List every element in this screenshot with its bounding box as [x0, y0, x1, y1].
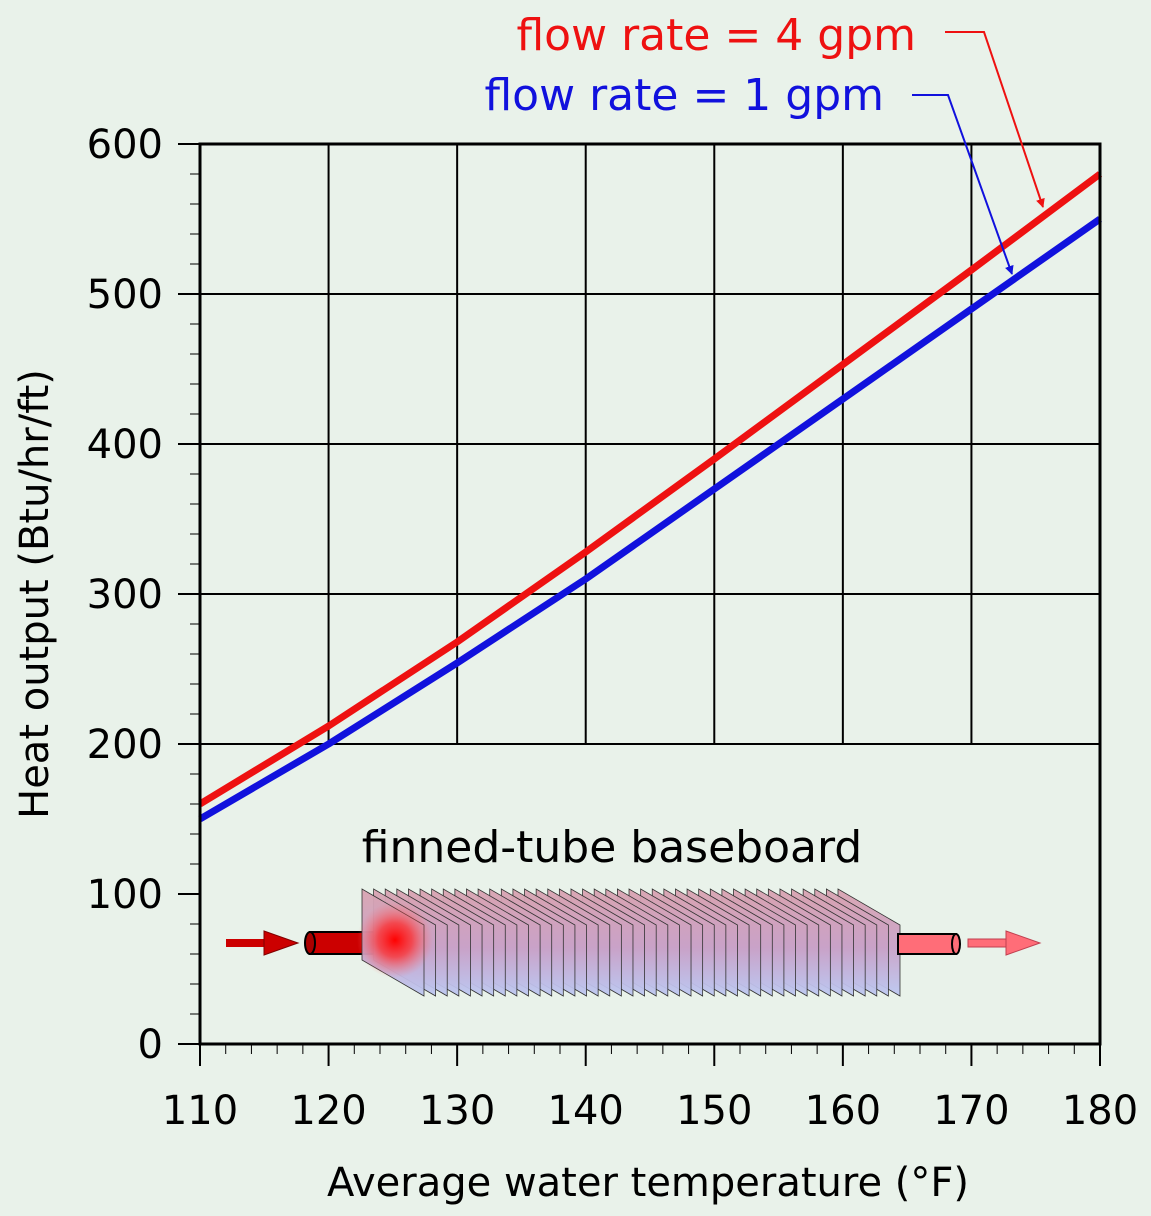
y-tick-300: 300: [87, 572, 163, 618]
fins: [361, 888, 901, 997]
y-tick-500: 500: [87, 272, 163, 318]
x-tick-150: 150: [676, 1088, 752, 1134]
y-tick-100: 100: [87, 872, 163, 918]
x-axis-label: Average water temperature (°F): [327, 1160, 969, 1206]
x-tick-110: 110: [162, 1088, 238, 1134]
x-tick-120: 120: [290, 1088, 366, 1134]
series-line-0: [198, 171, 1103, 807]
leader-arrow-1gpm: [912, 94, 1014, 275]
y-tick-400: 400: [87, 422, 163, 468]
x-tick-130: 130: [419, 1088, 495, 1134]
legend-1gpm: flow rate = 1 gpm: [484, 70, 884, 121]
baseboard-illustration: finned-tube baseboard: [226, 822, 1042, 997]
outlet-pipe: [897, 933, 961, 955]
baseboard-label: finned-tube baseboard: [362, 822, 862, 873]
grid-lines: [200, 144, 1100, 745]
y-axis-label: Heat output (Btu/hr/ft): [12, 369, 58, 819]
plot-frame: [198, 142, 1102, 1046]
inlet-arrow: [226, 930, 300, 956]
x-tick-140: 140: [548, 1088, 624, 1134]
series-line-1: [198, 216, 1103, 823]
y-tick-600: 600: [87, 122, 163, 168]
y-tick-0: 0: [138, 1022, 163, 1068]
hot-glow: [357, 902, 433, 978]
outlet-arrow: [967, 930, 1042, 956]
legend-4gpm: flow rate = 4 gpm: [516, 10, 916, 61]
series-layer: [198, 171, 1103, 823]
x-tick-labels: 110 120 130 140 150 160 170 180: [162, 1088, 1138, 1134]
minor-ticks: [178, 143, 1101, 1066]
x-tick-170: 170: [933, 1088, 1009, 1134]
y-tick-200: 200: [87, 722, 163, 768]
leader-arrow-4gpm: [945, 31, 1045, 208]
x-tick-180: 180: [1062, 1088, 1138, 1134]
x-tick-160: 160: [805, 1088, 881, 1134]
y-tick-labels: 0 100 200 300 400 500 600: [87, 122, 163, 1068]
